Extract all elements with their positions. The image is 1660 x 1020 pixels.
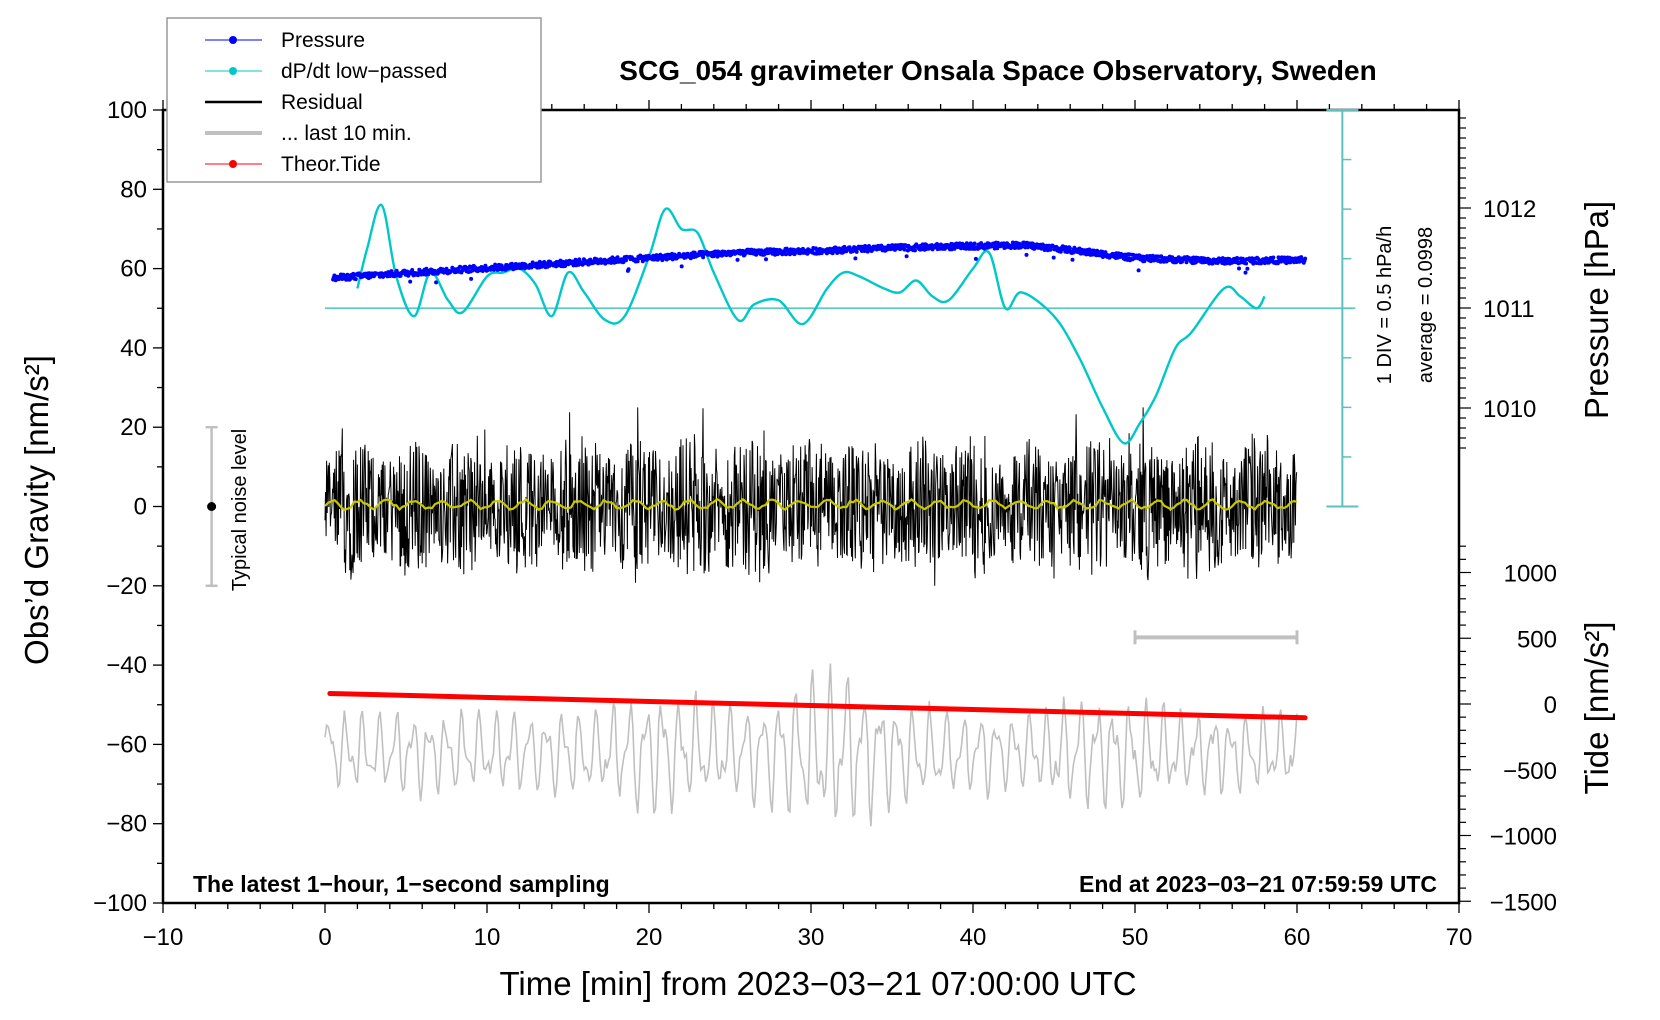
noise-level-indicator <box>205 425 218 588</box>
x-tick-label: 20 <box>636 924 663 951</box>
x-tick-label: 50 <box>1122 924 1149 951</box>
legend-item: Pressure <box>205 29 365 52</box>
y-tick-label: −20 <box>106 573 147 600</box>
legend-swatch-marker <box>229 36 237 44</box>
dpdt-average-annotation: average = 0.0998 <box>1415 227 1437 383</box>
pressure-tick-label: 1012 <box>1483 196 1536 223</box>
tide-tick-label: −1500 <box>1490 889 1557 916</box>
last-10-min-line <box>324 663 1298 827</box>
legend-item: Theor.Tide <box>205 153 381 176</box>
pressure-points <box>331 240 1308 285</box>
y-tick-label: 60 <box>120 256 147 283</box>
y-tick-label: −80 <box>106 811 147 838</box>
y-tick-labels: −100 −80 −60 −40 −20 0 20 40 60 80 100 <box>93 97 147 917</box>
legend-item: ... last 10 min. <box>205 122 412 145</box>
residual-smoothed-line <box>324 497 1298 512</box>
x-tick-label: −10 <box>143 924 184 951</box>
dpdt-line <box>356 203 1266 445</box>
legend-item: dP/dt low−passed <box>205 60 447 83</box>
tide-tick-label: 1000 <box>1504 561 1557 588</box>
pressure-tick-labels: 1010 1011 1012 <box>1483 196 1536 423</box>
last-10-min-span-bar <box>1133 630 1299 645</box>
noise-level-label: Typical noise level <box>229 429 251 591</box>
end-time-note: End at 2023−03−21 07:59:59 UTC <box>1079 871 1437 897</box>
dpdt-series <box>325 203 1356 445</box>
legend-label: Residual <box>281 91 363 114</box>
y-tick-label: 80 <box>120 176 147 203</box>
x-tick-label: 60 <box>1284 924 1311 951</box>
x-tick-label: 40 <box>960 924 987 951</box>
residual-series <box>324 407 1298 586</box>
x-tick-labels: −10 0 10 20 30 40 50 60 70 <box>143 924 1473 951</box>
tide-tick-label: −1000 <box>1490 824 1557 851</box>
y-tick-label: 100 <box>107 97 147 124</box>
x-tick-label: 30 <box>798 924 825 951</box>
tide-series <box>327 690 1308 721</box>
noise-center-dot <box>207 502 217 511</box>
x-axis-title: Time [min] from 2023−03−21 07:00:00 UTC <box>499 965 1136 1002</box>
tide-tick-labels: −1500 −1000 −500 0 500 1000 <box>1490 561 1557 917</box>
legend-swatch-marker <box>229 160 237 168</box>
y-tick-label: 0 <box>134 494 147 521</box>
x-tick-label: 10 <box>474 924 501 951</box>
tide-tick-label: −500 <box>1503 758 1557 785</box>
pressure-series <box>331 240 1308 285</box>
x-tick-label: 70 <box>1446 924 1473 951</box>
last-10-min-series <box>324 663 1298 827</box>
chart-title: SCG_054 gravimeter Onsala Space Observat… <box>619 55 1376 86</box>
legend-swatch-marker <box>229 67 237 75</box>
y-axis-title-left: Obs’d Gravity [nm/s²] <box>18 355 55 665</box>
y-axis-title-pressure: Pressure [hPa] <box>1578 201 1615 419</box>
y-tick-label: 20 <box>120 414 147 441</box>
tide-line <box>327 690 1308 721</box>
tide-tick-label: 0 <box>1544 692 1557 719</box>
y-tick-label: −100 <box>93 890 147 917</box>
legend-label: dP/dt low−passed <box>281 60 447 83</box>
legend-label: Theor.Tide <box>281 153 381 176</box>
sampling-note: The latest 1−hour, 1−second sampling <box>193 871 610 897</box>
legend-item: Residual <box>205 91 363 114</box>
y-tick-label: −60 <box>106 731 147 758</box>
pressure-tick-label: 1010 <box>1483 396 1536 423</box>
legend: Pressure dP/dt low−passed Residual ... last… <box>166 17 542 183</box>
residual-smoothed-series <box>324 497 1298 512</box>
legend-label: Pressure <box>281 29 365 52</box>
y-tick-label: 40 <box>120 335 147 362</box>
legend-box <box>166 17 542 183</box>
x-tick-label: 0 <box>318 924 331 951</box>
y-tick-label: −40 <box>106 652 147 679</box>
y-axis-title-tide: Tide [nm/s²] <box>1578 622 1615 795</box>
residual-line <box>324 407 1298 586</box>
dpdt-scale-bar <box>1326 109 1359 508</box>
legend-label: ... last 10 min. <box>281 122 412 145</box>
tide-tick-label: 500 <box>1517 626 1557 653</box>
pressure-tick-label: 1011 <box>1483 296 1535 323</box>
dpdt-div-annotation: 1 DIV = 0.5 hPa/h <box>1374 226 1396 384</box>
